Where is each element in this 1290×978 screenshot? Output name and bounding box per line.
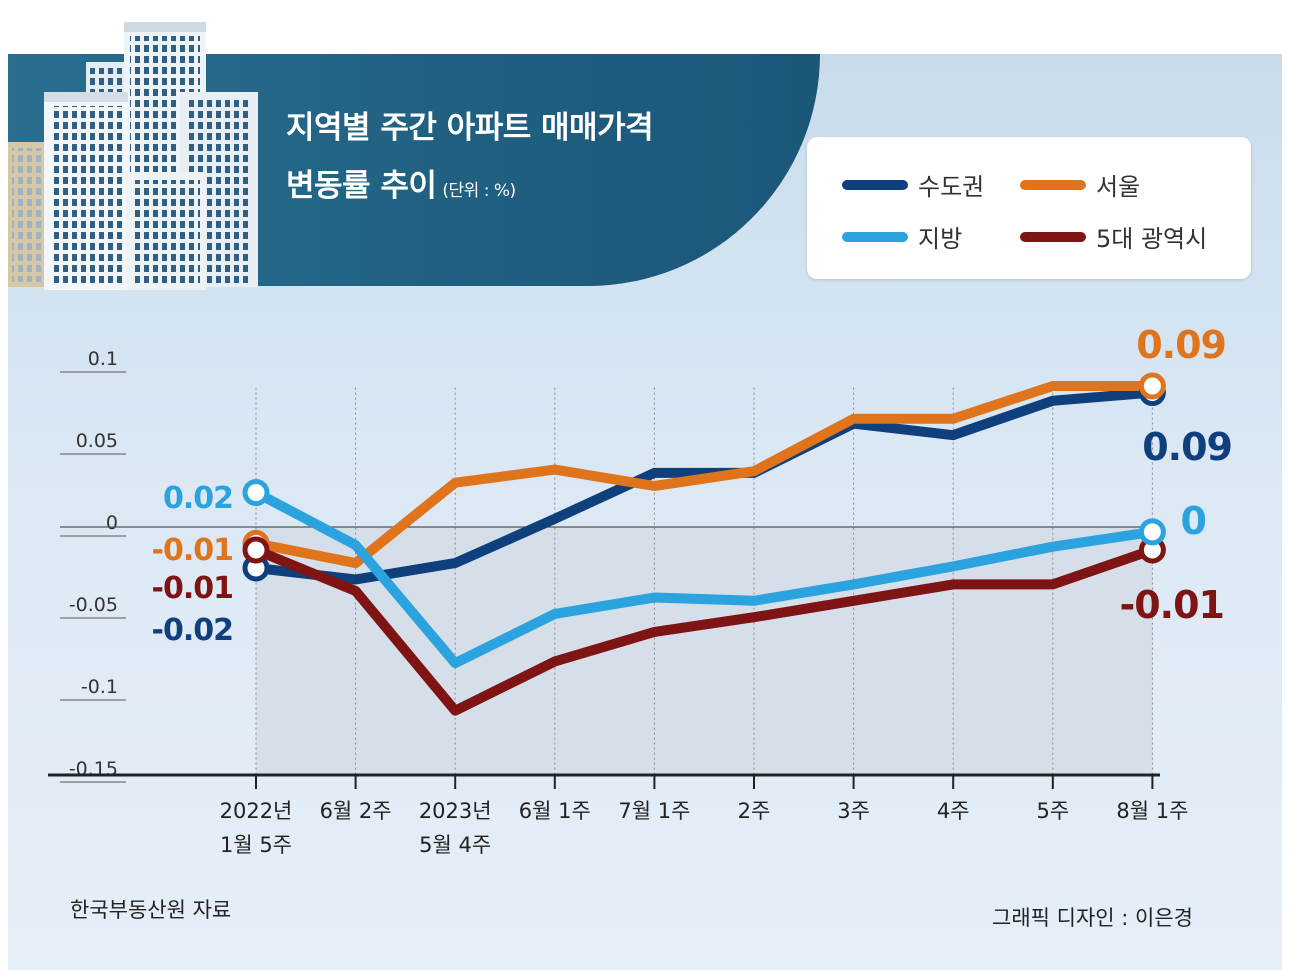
legend-item-regional: 지방 xyxy=(842,219,962,254)
data-label-end-seoul: 0.09 xyxy=(1136,323,1226,367)
legend-swatch-metro xyxy=(842,179,908,190)
chart-title: 지역별 주간 아파트 매매가격 xyxy=(286,110,654,146)
x-tick-label: 8월 1주 xyxy=(1116,799,1188,823)
x-tick-label: 1월 5주 xyxy=(220,833,292,857)
y-tick-label: 0.05 xyxy=(76,430,118,452)
legend-swatch-seoul xyxy=(1020,179,1086,190)
buildings-illustration xyxy=(8,22,258,290)
series-line-fivecities xyxy=(251,544,1158,716)
x-tick-label: 3주 xyxy=(837,799,870,823)
series-line-seoul xyxy=(251,380,1158,569)
legend-label-metro: 수도권 xyxy=(918,173,985,201)
legend-item-metro: 수도권 xyxy=(842,167,984,202)
series-line-regional xyxy=(251,487,1158,669)
y-tick-label: -0.1 xyxy=(81,676,118,698)
series-line-metro xyxy=(251,387,1158,585)
x-tick-label: 5주 xyxy=(1036,799,1069,823)
x-tick-label: 6월 1주 xyxy=(519,799,591,823)
series-marker-seoul xyxy=(1138,372,1166,400)
x-tick-label: 2022년 xyxy=(220,799,293,823)
series-marker-regional xyxy=(1138,518,1166,546)
x-tick-label: 2주 xyxy=(738,799,771,823)
x-tick-label: 6월 2주 xyxy=(320,799,392,823)
legend-label-fivecities: 5대 광역시 xyxy=(1096,225,1208,253)
data-label-start-regional: 0.02 xyxy=(163,481,233,516)
data-label-end-metro: 0.09 xyxy=(1142,425,1232,469)
legend-swatch-fivecities xyxy=(1020,231,1086,242)
y-tick-label: 0.1 xyxy=(88,348,118,370)
x-tick-label: 5월 4주 xyxy=(419,833,491,857)
x-tick-label: 2023년 xyxy=(419,799,492,823)
unit-label: (단위 : %) xyxy=(442,181,516,201)
source-note: 한국부동산원 자료 xyxy=(70,898,232,922)
legend-label-regional: 지방 xyxy=(918,225,963,253)
legend-swatch-regional xyxy=(842,231,908,242)
design-credit: 그래픽 디자인 : 이은경 xyxy=(992,906,1193,930)
data-label-start-seoul: -0.01 xyxy=(152,533,233,568)
y-tick-label: -0.05 xyxy=(69,594,118,616)
x-tick-label: 7월 1주 xyxy=(618,799,690,823)
legend: 수도권 서울 지방 5대 광역시 xyxy=(807,137,1251,279)
y-tick-label: 0 xyxy=(106,512,118,534)
data-label-end-regional: 0 xyxy=(1181,499,1206,543)
data-label-end-fivecities: -0.01 xyxy=(1119,583,1224,627)
x-tick-label: 4주 xyxy=(937,799,970,823)
chart-title-text: 변동률 추이 xyxy=(286,168,437,204)
y-tick-label: -0.15 xyxy=(69,758,118,780)
negative-region-shade xyxy=(256,527,1153,775)
data-label-start-fivecities: -0.01 xyxy=(152,571,233,606)
data-label-start-metro: -0.02 xyxy=(152,613,233,648)
legend-label-seoul: 서울 xyxy=(1096,173,1141,201)
chart-title-line2: 변동률 추이 (단위 : %) xyxy=(286,160,516,205)
legend-item-fivecities: 5대 광역시 xyxy=(1020,219,1207,254)
series-marker-regional xyxy=(242,479,270,507)
series-marker-fivecities xyxy=(242,536,270,564)
legend-item-seoul: 서울 xyxy=(1020,167,1140,202)
